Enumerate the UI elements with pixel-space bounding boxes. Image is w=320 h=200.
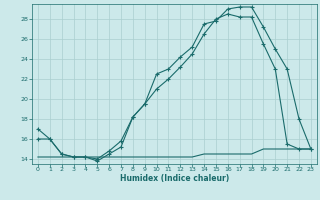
X-axis label: Humidex (Indice chaleur): Humidex (Indice chaleur) — [120, 174, 229, 183]
